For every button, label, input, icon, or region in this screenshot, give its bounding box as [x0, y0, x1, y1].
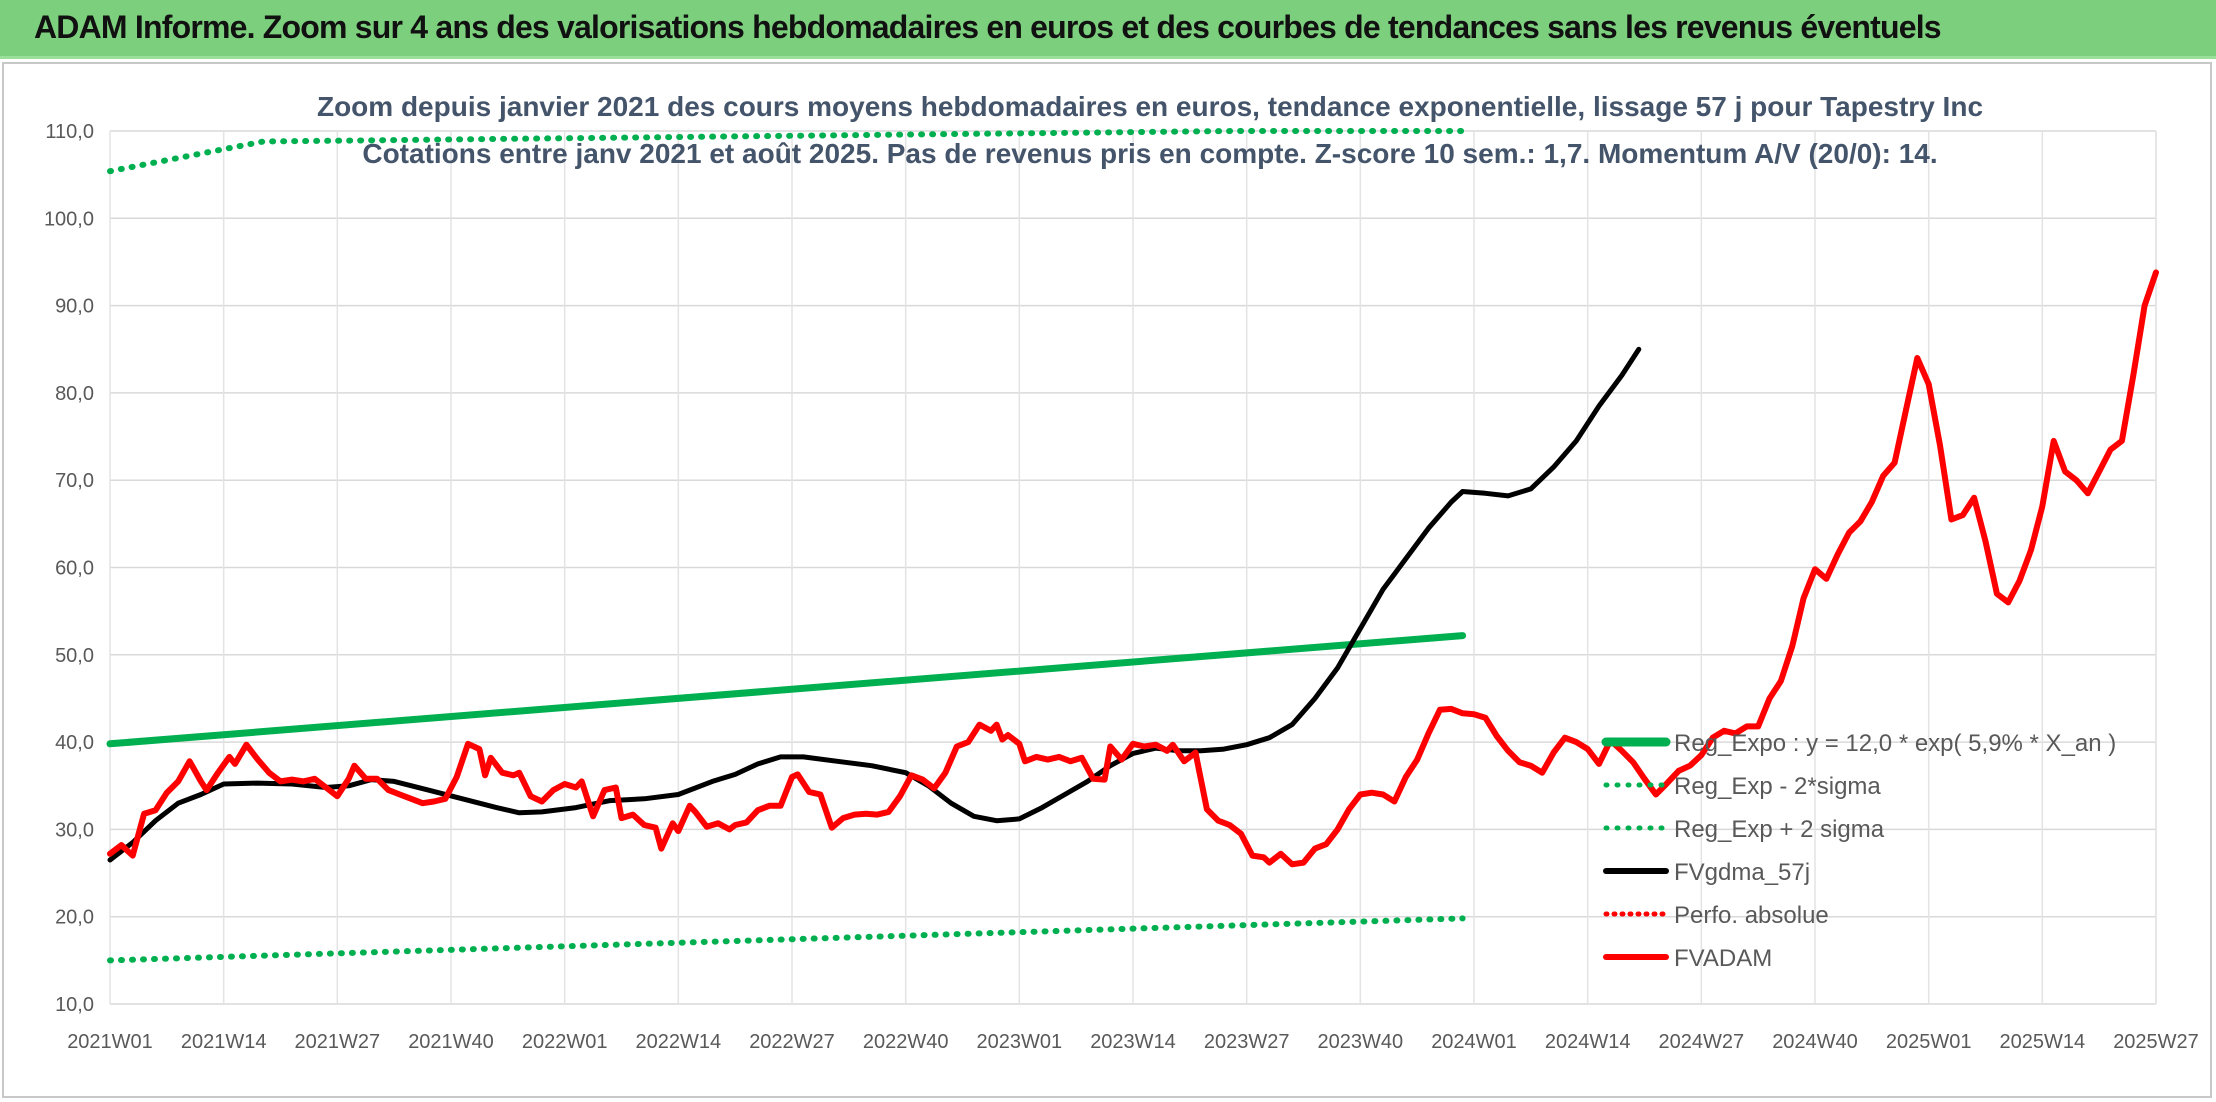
grid-lines — [109, 130, 2157, 1005]
chart-title-line-2: Cotations entre janv 2021 et août 2025. … — [362, 138, 1937, 169]
x-tick-label: 2024W14 — [1545, 1031, 1631, 1053]
y-tick-label: 10,0 — [55, 994, 94, 1016]
x-tick-label: 2022W27 — [749, 1031, 835, 1053]
y-tick-label: 110,0 — [45, 121, 94, 143]
x-tick-label: 2021W40 — [408, 1031, 494, 1053]
header-banner: ADAM Informe. Zoom sur 4 ans des valoris… — [0, 0, 2216, 59]
x-tick-label: 2025W27 — [2113, 1031, 2199, 1053]
y-tick-label: 60,0 — [55, 558, 94, 580]
reg-exp-plus-2sigma-line — [107, 128, 1466, 175]
x-tick-label: 2023W01 — [977, 1031, 1063, 1053]
x-tick-label: 2022W40 — [863, 1031, 949, 1053]
y-tick-label: 80,0 — [55, 383, 94, 405]
legend-label: Reg_Expo : y = 12,0 * exp( 5,9% * X_an ) — [1674, 730, 2116, 757]
y-tick-label: 20,0 — [55, 907, 94, 929]
x-tick-label: 2021W01 — [67, 1031, 153, 1053]
reg-exp-minus-2sigma-line — [107, 915, 1466, 964]
legend-label: Reg_Exp + 2 sigma — [1674, 816, 1885, 843]
legend-label: Perfo. absolue — [1674, 902, 1829, 929]
x-tick-label: 2023W27 — [1204, 1031, 1290, 1053]
fvgdma-57j-line — [107, 346, 1642, 863]
chart-frame — [2, 62, 2212, 1098]
x-tick-label: 2024W40 — [1772, 1031, 1858, 1053]
chart-title-line-1: Zoom depuis janvier 2021 des cours moyen… — [317, 91, 1983, 122]
legend: Reg_Expo : y = 12,0 * exp( 5,9% * X_an )… — [1601, 730, 2116, 972]
x-tick-label: 2023W40 — [1318, 1031, 1404, 1053]
y-tick-label: 100,0 — [44, 208, 94, 230]
x-tick-label: 2022W14 — [636, 1031, 722, 1053]
legend-label: Reg_Exp - 2*sigma — [1674, 773, 1881, 800]
page-title: ADAM Informe. Zoom sur 4 ans des valoris… — [34, 9, 1942, 45]
y-tick-label: 50,0 — [55, 645, 94, 667]
y-tick-label: 30,0 — [55, 819, 94, 841]
x-tick-label: 2021W27 — [295, 1031, 381, 1053]
x-tick-label: 2025W01 — [1886, 1031, 1972, 1053]
legend-label: FVADAM — [1674, 945, 1772, 972]
y-tick-label: 70,0 — [55, 470, 94, 492]
x-tick-label: 2025W14 — [2000, 1031, 2086, 1053]
x-axis-ticks: 2021W01 2021W14 2021W27 2021W40 2022W01 2022W… — [67, 1031, 2199, 1053]
legend-label: FVgdma_57j — [1674, 859, 1810, 886]
y-tick-label: 90,0 — [55, 296, 94, 318]
series-layer — [106, 128, 2159, 964]
y-axis-ticks: 10,0 20,0 30,0 40,0 50,0 60,0 70,0 80,0 90,0 100,… — [44, 121, 94, 1016]
x-tick-label: 2024W01 — [1431, 1031, 1517, 1053]
y-tick-label: 40,0 — [55, 732, 94, 754]
reg-exp-line — [106, 632, 1467, 748]
x-tick-label: 2023W14 — [1090, 1031, 1176, 1053]
x-tick-label: 2021W14 — [181, 1031, 267, 1053]
x-tick-label: 2022W01 — [522, 1031, 608, 1053]
x-tick-label: 2024W27 — [1659, 1031, 1745, 1053]
fvadam-line — [107, 269, 2159, 868]
